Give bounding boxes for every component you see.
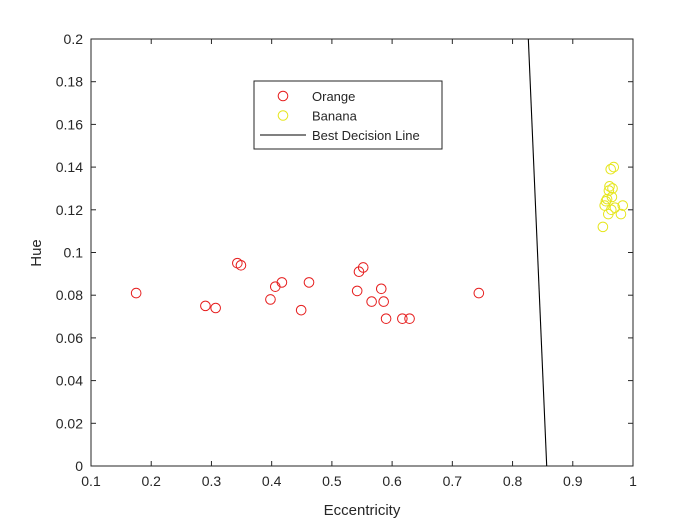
y-tick-label: 0.12 — [56, 202, 83, 218]
y-tick-label: 0.06 — [56, 330, 83, 346]
x-tick-label: 0.4 — [262, 473, 282, 489]
orange-point — [357, 262, 369, 273]
x-tick-label: 0.5 — [322, 473, 342, 489]
legend-label-best-decision-line: Best Decision Line — [312, 128, 420, 143]
legend-swatch-orange — [277, 90, 289, 102]
banana-point — [601, 193, 613, 205]
y-tick-label: 0.04 — [56, 373, 83, 389]
x-axis-title: Eccentricity — [324, 502, 401, 519]
x-tick-label: 1 — [629, 473, 637, 489]
orange-point — [235, 260, 247, 271]
banana-point — [607, 183, 618, 194]
x-tick-label: 0.6 — [382, 473, 402, 489]
x-tick-label: 0.7 — [443, 473, 463, 489]
y-tick-label: 0.14 — [56, 159, 83, 175]
orange-point — [366, 296, 377, 307]
legend-label-orange: Orange — [312, 89, 355, 104]
y-tick-label: 0.18 — [56, 74, 83, 90]
y-tick-label: 0.2 — [64, 31, 84, 47]
y-axis-title: Hue — [28, 239, 45, 267]
orange-point — [276, 277, 288, 288]
y-tick-label: 0.16 — [56, 116, 83, 132]
orange-point — [265, 294, 276, 305]
axis-ticks — [90, 38, 634, 467]
orange-point — [397, 313, 408, 324]
banana-point — [617, 200, 629, 211]
banana-point — [604, 181, 615, 192]
banana-point — [608, 161, 620, 173]
orange-point — [404, 313, 415, 324]
y-tick-label: 0 — [75, 458, 83, 474]
data-marks — [130, 39, 629, 466]
y-tick-label: 0.02 — [56, 415, 83, 431]
orange-point — [473, 287, 485, 299]
orange-point — [295, 304, 307, 316]
banana-point — [605, 163, 617, 175]
banana-point — [609, 202, 621, 213]
x-tick-label: 0.1 — [81, 473, 101, 489]
banana-point — [606, 191, 618, 203]
legend: Orange Banana Best Decision Line — [253, 80, 443, 150]
tick-labels: 0.1 0.2 0.3 0.4 0.5 0.6 0.7 0.8 0.9 1 0 0.02 0.04 0.0… — [56, 31, 637, 489]
orange-point — [303, 277, 315, 288]
orange-point — [200, 300, 211, 312]
x-tick-label: 0.9 — [563, 473, 583, 489]
banana-point — [597, 221, 609, 233]
x-tick-label: 0.2 — [141, 473, 161, 489]
y-tick-label: 0.08 — [56, 287, 83, 303]
y-tick-label: 0.1 — [64, 245, 84, 261]
x-tick-label: 0.8 — [503, 473, 523, 489]
x-tick-label: 0.3 — [202, 473, 222, 489]
orange-point — [130, 287, 142, 299]
legend-label-banana: Banana — [312, 109, 358, 124]
orange-point — [210, 302, 221, 314]
legend-swatch-banana — [277, 110, 289, 121]
orange-point — [378, 296, 389, 307]
decision-line — [527, 39, 548, 466]
banana-point — [615, 208, 627, 220]
orange-point — [351, 285, 363, 297]
orange-point — [380, 313, 392, 324]
orange-point — [375, 283, 387, 295]
